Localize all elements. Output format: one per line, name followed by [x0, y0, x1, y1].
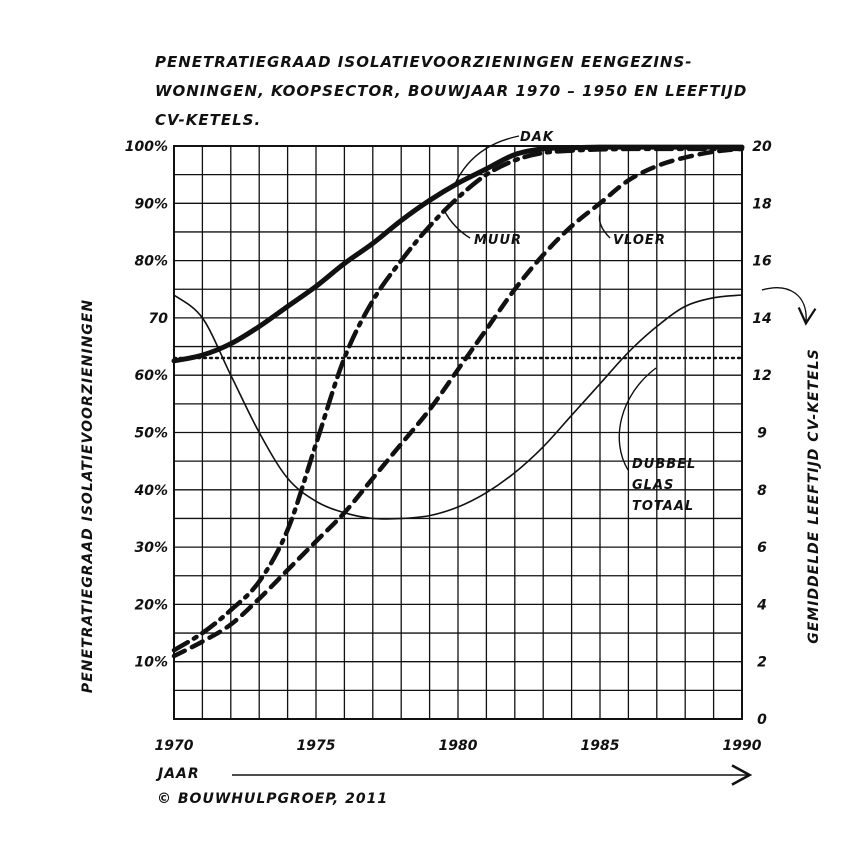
- y2-tick-label: 16: [752, 254, 772, 270]
- series-line-muur: [171, 146, 745, 653]
- y2-tick-label: 4: [756, 597, 767, 613]
- y2-tick-label: 6: [757, 540, 767, 556]
- y-tick-label: 100%: [125, 139, 168, 155]
- y2-tick-label: 8: [757, 483, 767, 499]
- tick-labels: 1970 1975 1980 1985 1990 10% 20% 30% 40% 50% 60% 70…: [125, 139, 772, 754]
- svg-text:TOTAAL: TOTAAL: [632, 499, 694, 514]
- leader-vloer: [598, 213, 611, 239]
- label-vloer: VLOER: [613, 233, 666, 248]
- y-tick-label: 50%: [134, 426, 168, 442]
- series-line-vloer: [171, 146, 745, 659]
- y2-tick-label: 12: [752, 368, 771, 384]
- x-tick-label: 1990: [723, 738, 762, 754]
- label-muur: MUUR: [474, 233, 522, 248]
- y2-axis-label: GEMIDDELDE LEEFTIJD CV-KETELS: [806, 348, 822, 644]
- leader-cv-ketels: [761, 287, 817, 326]
- y-tick-label: 20%: [134, 597, 168, 613]
- y2-tick-label: 9: [757, 426, 767, 442]
- x-axis-label: JAAR: [158, 766, 200, 782]
- y2-tick-label: 0: [757, 712, 767, 728]
- y-axis-label: PENETRATIEGRAAD ISOLATIEVOORZIENINGEN: [80, 299, 96, 693]
- y-tick-label: 30%: [134, 540, 168, 556]
- y-tick-label: 90%: [134, 196, 168, 212]
- series-line-dubbel-glas-totaal: [173, 294, 743, 520]
- y-tick-label: 70: [149, 311, 169, 327]
- y2-tick-label: 2: [757, 655, 767, 671]
- y2-tick-label: 18: [752, 196, 772, 212]
- credit: © BOUWHULPGROEP, 2011: [157, 791, 389, 807]
- x-tick-label: 1980: [439, 738, 478, 754]
- x-tick-label: 1970: [155, 738, 194, 754]
- leader-dubbel-glas: [618, 367, 657, 471]
- y-tick-label: 10%: [134, 655, 168, 671]
- plot-frame: [173, 145, 743, 720]
- y-tick-label: 80%: [134, 254, 168, 270]
- leader-muur: [443, 209, 471, 239]
- label-dubbel-glas: DUBBEL GLAS TOTAAL: [632, 457, 696, 514]
- y-tick-label: 40%: [133, 483, 168, 499]
- y-tick-label: 60%: [134, 368, 168, 384]
- chart-title: PENETRATIEGRAAD ISOLATIEVOORZIENINGEN EE…: [155, 53, 748, 129]
- y2-tick-label: 20: [752, 139, 772, 155]
- x-tick-label: 1975: [297, 738, 336, 754]
- x-tick-label: 1985: [581, 738, 620, 754]
- series-layer: [171, 144, 745, 659]
- label-dak: DAK: [520, 130, 554, 145]
- y2-tick-label: 14: [752, 311, 771, 327]
- svg-text:GLAS: GLAS: [632, 478, 674, 493]
- leader-dak: [453, 135, 520, 187]
- svg-text:DUBBEL: DUBBEL: [632, 457, 696, 472]
